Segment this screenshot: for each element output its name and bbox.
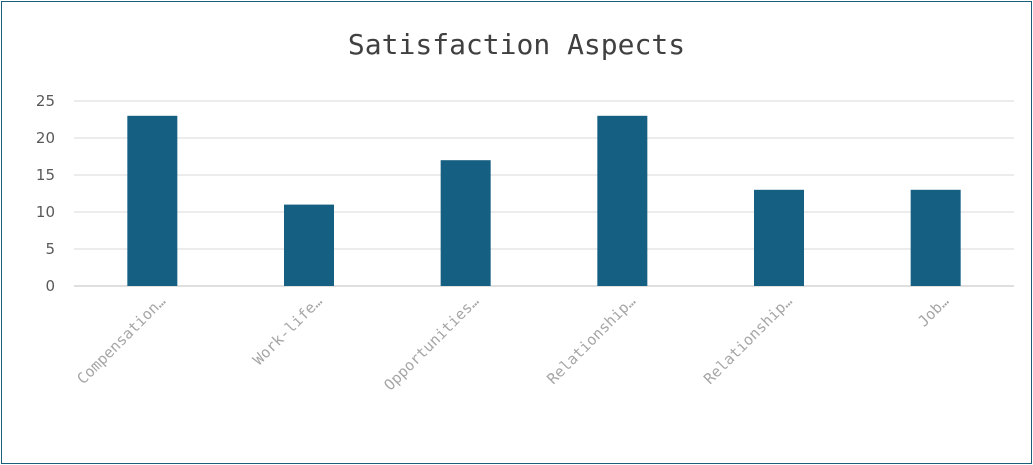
x-tick-label: Work-life… [249,292,326,369]
chart-title: Satisfaction Aspects [347,28,686,61]
x-tick-label: Relationship… [543,292,639,388]
bar [597,115,648,286]
bars [127,115,961,286]
y-tick-label: 25 [36,92,55,110]
y-tick-label: 0 [45,277,55,295]
y-tick-label: 5 [45,240,55,258]
x-axis-labels: Compensation… Work-life… Opportunities… Rel… [73,292,952,394]
x-tick-label: Job… [914,292,952,330]
y-tick-label: 10 [36,203,55,221]
bar [284,204,334,286]
x-tick-label: Opportunities… [380,292,482,394]
bar [754,189,804,286]
x-tick-label: Compensation… [73,292,169,388]
y-axis-ticks: 0 5 10 15 20 25 [36,92,55,295]
bar [440,160,491,286]
y-tick-label: 15 [36,166,55,184]
gridlines [74,100,1014,287]
y-tick-label: 20 [36,129,55,147]
bar [127,115,178,286]
x-tick-label: Relationship… [700,292,796,388]
bar [910,189,961,286]
